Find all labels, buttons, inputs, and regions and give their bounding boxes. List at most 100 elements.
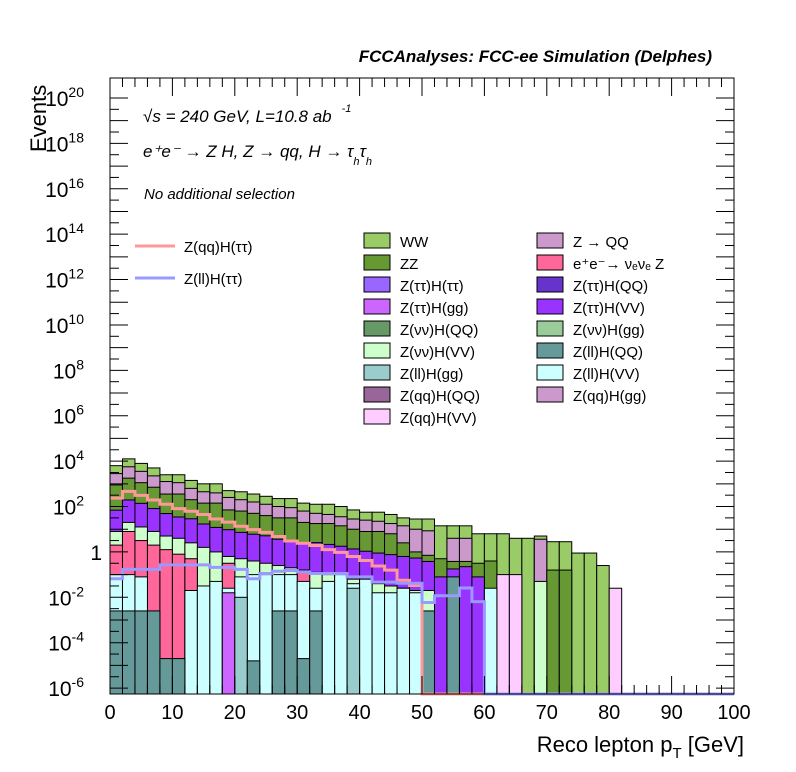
- y-tick-label: 1012: [45, 266, 84, 293]
- y-tick-label: 1016: [45, 175, 84, 202]
- y-tick-label: 104: [53, 447, 84, 474]
- legend-label: Z(νν)H(VV): [400, 344, 475, 361]
- x-tick-label: 70: [536, 702, 558, 724]
- bar-z-ll-h-qq-: [296, 658, 311, 695]
- legend-swatch: [536, 320, 564, 337]
- bar-z-ll-h-vv-: [209, 580, 223, 695]
- bar-z-ll-h-qq-: [134, 610, 148, 695]
- bar-z-ll-h-gg-: [234, 596, 248, 695]
- bar-z-ll-h-qq-: [421, 610, 435, 695]
- legend-label: e⁺e⁻→ νₑνₑ Z: [573, 256, 664, 273]
- bar-z-ll-h-vv-: [409, 592, 423, 695]
- bar-z-ll-h-qq-: [146, 610, 161, 695]
- y-tick-label: 108: [53, 356, 84, 383]
- legend-swatch: [536, 232, 564, 249]
- x-tick-label: 10: [161, 702, 183, 724]
- bar-ww: [521, 537, 535, 695]
- legend-label: Z(νν)H(QQ): [400, 322, 478, 339]
- y-tick-label: 106: [53, 402, 84, 429]
- x-tick-label: 80: [598, 702, 620, 724]
- y-tick-label: 10-6: [48, 674, 84, 701]
- legend: Z(qq)H(ττ) Z(ll)H(ττ) WW Z → QQ ZZ e⁺e⁻→ νₑνₑ…: [135, 232, 664, 427]
- legend-line-label: Z(ll)H(ττ): [184, 271, 243, 288]
- legend-swatch: [363, 320, 391, 337]
- bar-z-h-gg-: [221, 592, 236, 695]
- legend-label: Z(qq)H(VV): [400, 410, 477, 427]
- bar-ww: [583, 552, 598, 695]
- bar-z-ll-h-vv-: [483, 587, 498, 695]
- bar-z-ll-h-qq-: [109, 610, 123, 695]
- bar-ww: [596, 565, 610, 695]
- y-tick-label: 102: [53, 493, 84, 520]
- legend-swatch: [536, 254, 564, 271]
- line-z-ll-h-: [110, 563, 734, 696]
- legend-swatch: [363, 386, 391, 403]
- y-tick-label: 10-2: [48, 583, 84, 610]
- legend-swatch: [363, 364, 391, 381]
- y-tick-label: 1018: [45, 129, 84, 156]
- legend-label: Z(qq)H(QQ): [400, 388, 480, 405]
- x-tick-label: 40: [348, 702, 370, 724]
- process-annotation: e⁺e⁻ → Z H, Z → qq, H → τhτh: [143, 142, 372, 168]
- legend-swatch: [536, 386, 564, 403]
- legend-swatch: [363, 276, 391, 293]
- bar-ww: [571, 552, 585, 695]
- bar-z-ll-h-qq-: [159, 658, 173, 695]
- bar-zz: [558, 569, 573, 695]
- legend-swatch: [363, 232, 391, 249]
- legend-swatch: [363, 408, 391, 425]
- line-z-qq-h-: [110, 489, 734, 696]
- x-tick-label: 50: [411, 702, 433, 724]
- bar-z-ll-h-vv-: [371, 592, 386, 695]
- legend-label: Z(ll)H(VV): [573, 366, 640, 383]
- x-tick-label: 60: [473, 702, 495, 724]
- bar-z-h-vv-: [458, 566, 473, 695]
- bar-z-qq-h-vv-: [508, 574, 523, 695]
- bar-z-ll-h-qq-: [309, 610, 323, 695]
- bar-z-ll-h-qq-: [271, 610, 286, 695]
- bar-z-ll-h-vv-: [359, 578, 373, 695]
- axes: 0 10 20 30 40 50 60 70 80 90 100102010181016101410…: [45, 77, 751, 724]
- legend-label: Z(ll)H(gg): [400, 366, 463, 383]
- x-tick-label: 30: [286, 702, 308, 724]
- legend-label: Z(ττ)H(ττ): [400, 278, 464, 295]
- y-tick-label: 1014: [45, 220, 84, 247]
- legend-label: Z(ττ)H(gg): [400, 300, 469, 317]
- chart-title: FCCAnalyses: FCC-ee Simulation (Delphes): [359, 47, 713, 66]
- bar-z-qq-h-vv-: [608, 587, 623, 695]
- legend-label: Z(qq)H(gg): [573, 388, 646, 405]
- legend-swatch: [363, 298, 391, 315]
- bar-z-ll-h-gg-: [346, 587, 361, 695]
- legend-label: Z(ll)H(QQ): [573, 344, 643, 361]
- x-tick-label: 100: [717, 702, 750, 724]
- bar-z-ll-h-qq-: [284, 610, 298, 695]
- legend-swatch: [536, 342, 564, 359]
- legend-label: Z(ττ)H(QQ): [573, 278, 648, 295]
- bar-z-ll-h-vv-: [396, 587, 411, 695]
- x-axis-label: Reco lepton pT [GeV]: [537, 732, 744, 762]
- bar-zz: [546, 569, 560, 695]
- legend-label: Z → QQ: [573, 234, 629, 251]
- legend-swatch: [363, 342, 391, 359]
- legend-label: WW: [400, 234, 429, 251]
- legend-label: Z(ττ)H(VV): [573, 300, 645, 317]
- signal-lines: [110, 489, 734, 696]
- bar-z-ll-h-vv-: [196, 585, 211, 695]
- bar-z-h-vv-: [533, 580, 548, 695]
- bar-z-ll-h-qq-: [246, 660, 261, 695]
- legend-swatch: [536, 298, 564, 315]
- y-tick-label: 1: [90, 542, 102, 565]
- energy-annotation: √s = 240 GeV, L=10.8 ab -1: [143, 103, 351, 126]
- legend-label: ZZ: [400, 256, 418, 273]
- x-tick-label: 20: [224, 702, 246, 724]
- bar-z-h-vv-: [471, 576, 485, 695]
- y-tick-label: 1020: [45, 84, 84, 111]
- bar-z-ll-h-vv-: [384, 592, 398, 695]
- bar-z-ll-h-qq-: [171, 658, 186, 695]
- x-tick-label: 0: [104, 702, 115, 724]
- bar-z-ll-h-vv-: [334, 574, 348, 695]
- legend-swatch: [363, 254, 391, 271]
- bar-z-ll-h-qq-: [121, 610, 136, 695]
